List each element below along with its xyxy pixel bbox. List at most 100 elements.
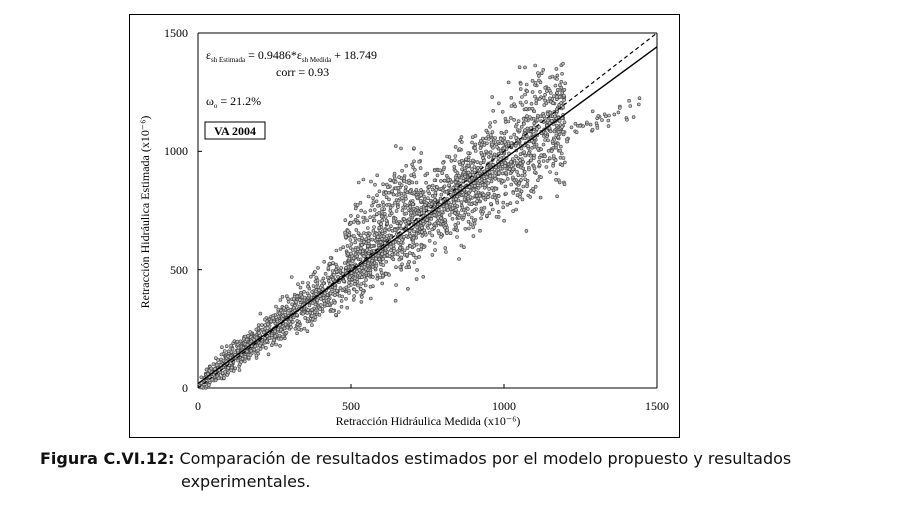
data-point: [467, 226, 471, 231]
data-point: [522, 150, 527, 154]
data-point: [306, 284, 310, 289]
data-point: [432, 226, 437, 230]
data-point: [541, 159, 546, 163]
data-point: [456, 221, 461, 225]
data-point: [315, 278, 320, 283]
data-point: [524, 82, 529, 87]
data-point: [457, 257, 461, 261]
data-point: [574, 130, 579, 134]
data-point: [374, 264, 379, 268]
data-point: [282, 306, 286, 310]
data-point: [508, 116, 513, 120]
data-point: [396, 186, 401, 190]
data-point: [211, 362, 216, 366]
data-point: [515, 169, 519, 174]
data-point: [308, 274, 313, 279]
data-point: [503, 164, 507, 168]
data-point: [226, 349, 231, 354]
data-point: [345, 244, 350, 248]
x-tick-label-1500: 1500: [645, 399, 669, 413]
data-point: [355, 203, 360, 207]
data-point: [384, 195, 389, 200]
data-point: [452, 164, 457, 169]
data-point: [296, 327, 301, 332]
data-point: [323, 271, 328, 276]
data-point: [560, 130, 565, 134]
data-point: [538, 90, 542, 94]
data-point: [556, 130, 561, 134]
data-point: [536, 71, 540, 75]
data-point: [309, 314, 314, 318]
data-point: [450, 210, 454, 214]
data-point: [525, 126, 530, 131]
data-point: [356, 231, 361, 235]
data-point: [466, 212, 471, 217]
data-point: [470, 135, 475, 139]
data-point: [455, 235, 459, 239]
data-point: [536, 113, 540, 118]
data-point: [365, 248, 369, 252]
data-point: [340, 288, 345, 293]
data-point: [375, 193, 379, 197]
data-point: [526, 151, 531, 155]
data-point: [352, 282, 357, 286]
data-point: [334, 248, 339, 253]
data-point: [439, 235, 443, 239]
data-point: [412, 146, 416, 150]
data-point: [541, 68, 546, 72]
data-point: [356, 180, 361, 185]
data-point: [525, 114, 529, 118]
data-point: [400, 168, 404, 173]
data-point: [335, 288, 339, 293]
data-point: [391, 257, 396, 262]
data-point: [325, 303, 330, 308]
data-point: [407, 259, 411, 264]
data-point: [522, 121, 526, 126]
data-point: [376, 204, 380, 208]
data-point: [403, 189, 408, 193]
data-point: [558, 148, 563, 153]
data-point: [551, 154, 556, 158]
caption-label: Figura C.VI.12:: [40, 449, 175, 468]
data-point: [284, 294, 289, 299]
data-point: [560, 163, 565, 167]
data-point: [357, 237, 361, 242]
data-point: [452, 201, 456, 205]
data-point: [528, 126, 533, 130]
data-point: [374, 256, 378, 261]
data-point: [453, 145, 458, 149]
data-point: [295, 319, 300, 323]
data-point: [442, 184, 447, 189]
data-point: [377, 225, 382, 230]
data-point: [554, 133, 559, 138]
data-point: [353, 272, 358, 277]
data-point: [439, 192, 444, 197]
data-point: [371, 228, 376, 233]
data-point: [496, 194, 501, 198]
data-point: [266, 352, 271, 357]
data-point: [515, 200, 519, 205]
data-point: [573, 121, 578, 126]
data-point: [378, 267, 383, 272]
data-point: [537, 97, 542, 101]
data-point: [516, 173, 521, 177]
data-point: [533, 94, 537, 99]
data-point: [359, 208, 364, 213]
data-point: [321, 281, 326, 286]
data-point: [305, 319, 310, 324]
data-point: [258, 311, 263, 316]
data-point: [327, 261, 332, 266]
y-axis-title: Retracción Hidráulica Estimada (x10⁻⁶): [138, 116, 152, 309]
data-point: [225, 373, 230, 377]
data-point: [484, 213, 489, 218]
data-point: [551, 101, 555, 105]
data-point: [534, 142, 539, 147]
data-point: [500, 171, 505, 176]
data-point: [316, 285, 321, 290]
equation-lhs-symbol: ε: [206, 48, 211, 62]
data-point: [541, 96, 546, 100]
data-point: [464, 157, 468, 162]
data-point: [562, 98, 566, 102]
data-point: [229, 368, 233, 373]
data-point: [346, 284, 351, 288]
